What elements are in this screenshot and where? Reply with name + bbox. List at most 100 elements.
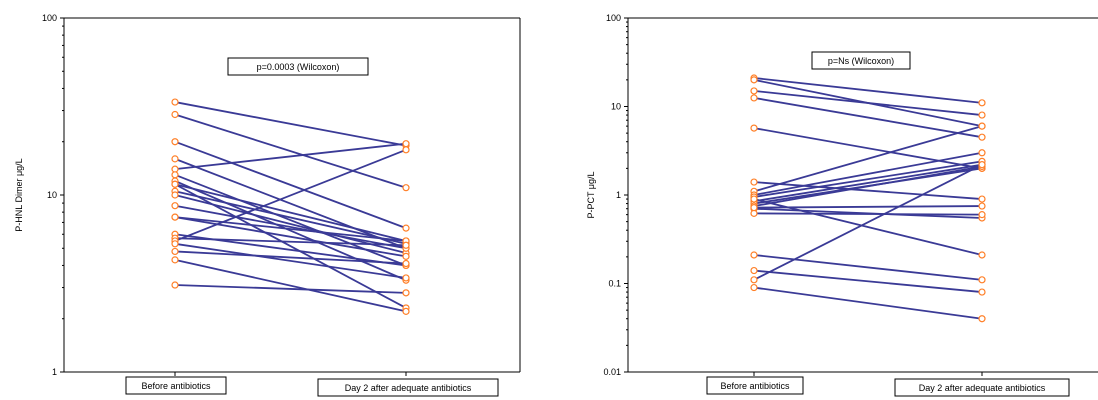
data-point: [750, 204, 758, 212]
chart-1: 1 10 100 P-HNL Dimer μg/L Before antibiotics…: [14, 13, 521, 397]
data-point: [171, 138, 179, 146]
series-line: [753, 165, 983, 207]
data-point: [402, 184, 410, 192]
data-point: [402, 241, 410, 249]
data-point: [171, 191, 179, 199]
series-line: [753, 151, 983, 196]
data-point: [978, 122, 986, 130]
series-line: [174, 180, 407, 282]
series-line: [753, 163, 983, 281]
series-line: [174, 237, 407, 247]
data-point: [978, 111, 986, 119]
data-point: [978, 202, 986, 210]
data-point: [171, 110, 179, 119]
series-line: [174, 242, 407, 279]
category-label-box: [706, 376, 804, 395]
series-line: [174, 204, 407, 250]
data-point: [171, 256, 179, 264]
series-line: [174, 113, 407, 189]
y-tick-label: 10: [611, 102, 621, 112]
series-line: [753, 160, 983, 198]
data-point: [402, 146, 410, 154]
data-point: [750, 276, 758, 284]
y-axis-label: P-HNL Dimer μg/L: [14, 158, 24, 231]
data-point: [750, 178, 758, 186]
data-point: [171, 213, 179, 221]
data-point: [978, 276, 986, 284]
y-tick-label: 100: [606, 13, 621, 23]
annotation-text: p=0.0003 (Wilcoxon): [257, 62, 340, 72]
series-line: [174, 183, 407, 242]
data-point: [978, 195, 986, 203]
data-point: [978, 251, 986, 259]
data-point: [750, 209, 758, 217]
y-tick-label: 10: [47, 190, 57, 200]
y-tick-label: 0.01: [603, 367, 621, 377]
y-tick-label: 100: [42, 13, 57, 23]
data-point: [978, 149, 986, 157]
series-line: [174, 148, 407, 242]
data-point: [750, 94, 758, 102]
data-point: [402, 259, 410, 268]
data-point: [978, 315, 986, 323]
data-point: [402, 289, 410, 297]
series-line: [174, 250, 407, 265]
data-point: [978, 211, 986, 219]
annotation-box: [227, 57, 369, 76]
series-line: [174, 158, 407, 250]
y-tick-label: 1: [616, 190, 621, 200]
data-point: [171, 281, 179, 289]
series-line: [753, 181, 983, 200]
series-line: [174, 101, 407, 147]
data-point: [750, 266, 758, 275]
series-line: [753, 163, 983, 203]
data-point: [978, 133, 986, 141]
y-axis-label: P-PCT μg/L: [586, 171, 596, 218]
category-label-box: [125, 376, 227, 395]
series-line: [753, 254, 983, 281]
data-point: [978, 161, 986, 169]
series-line: [753, 97, 983, 139]
series-line: [753, 125, 983, 193]
data-point: [171, 171, 179, 179]
category-label: Day 2 after adequate antibiotics: [345, 383, 472, 393]
annotation-text: p=Ns (Wilcoxon): [828, 56, 894, 66]
data-point: [750, 283, 758, 292]
data-point: [402, 224, 410, 232]
series-line: [174, 140, 407, 229]
data-point: [750, 87, 758, 95]
data-point: [402, 252, 410, 260]
data-point: [402, 307, 410, 315]
data-point: [402, 274, 410, 282]
data-point: [171, 180, 179, 188]
data-point: [750, 124, 758, 132]
annotation-box: [811, 51, 911, 70]
series-line: [174, 142, 407, 171]
y-tick-label: 0.1: [608, 279, 621, 289]
series-line: [753, 269, 983, 293]
category-label: Before antibiotics: [720, 381, 790, 391]
category-label-box: [317, 378, 499, 397]
series-line: [174, 216, 407, 258]
chart-2: 0.01 0.1 1 10 100 P-PCT μg/L Before antibiotic…: [586, 13, 1098, 397]
data-point: [978, 99, 986, 107]
data-point: [171, 240, 179, 248]
category-label: Before antibiotics: [141, 381, 211, 391]
data-point: [750, 195, 758, 203]
data-point: [171, 98, 179, 106]
series-line: [753, 198, 983, 256]
series-line: [753, 286, 983, 320]
series-line: [174, 258, 407, 313]
series-line: [174, 190, 407, 245]
data-point: [750, 251, 758, 259]
data-point: [171, 155, 179, 163]
series-line: [753, 212, 983, 216]
data-point: [171, 247, 179, 256]
data-point: [978, 288, 986, 296]
series-line: [174, 284, 407, 294]
category-label-box: [894, 378, 1070, 397]
series-line: [753, 127, 983, 170]
series-line: [753, 77, 983, 104]
